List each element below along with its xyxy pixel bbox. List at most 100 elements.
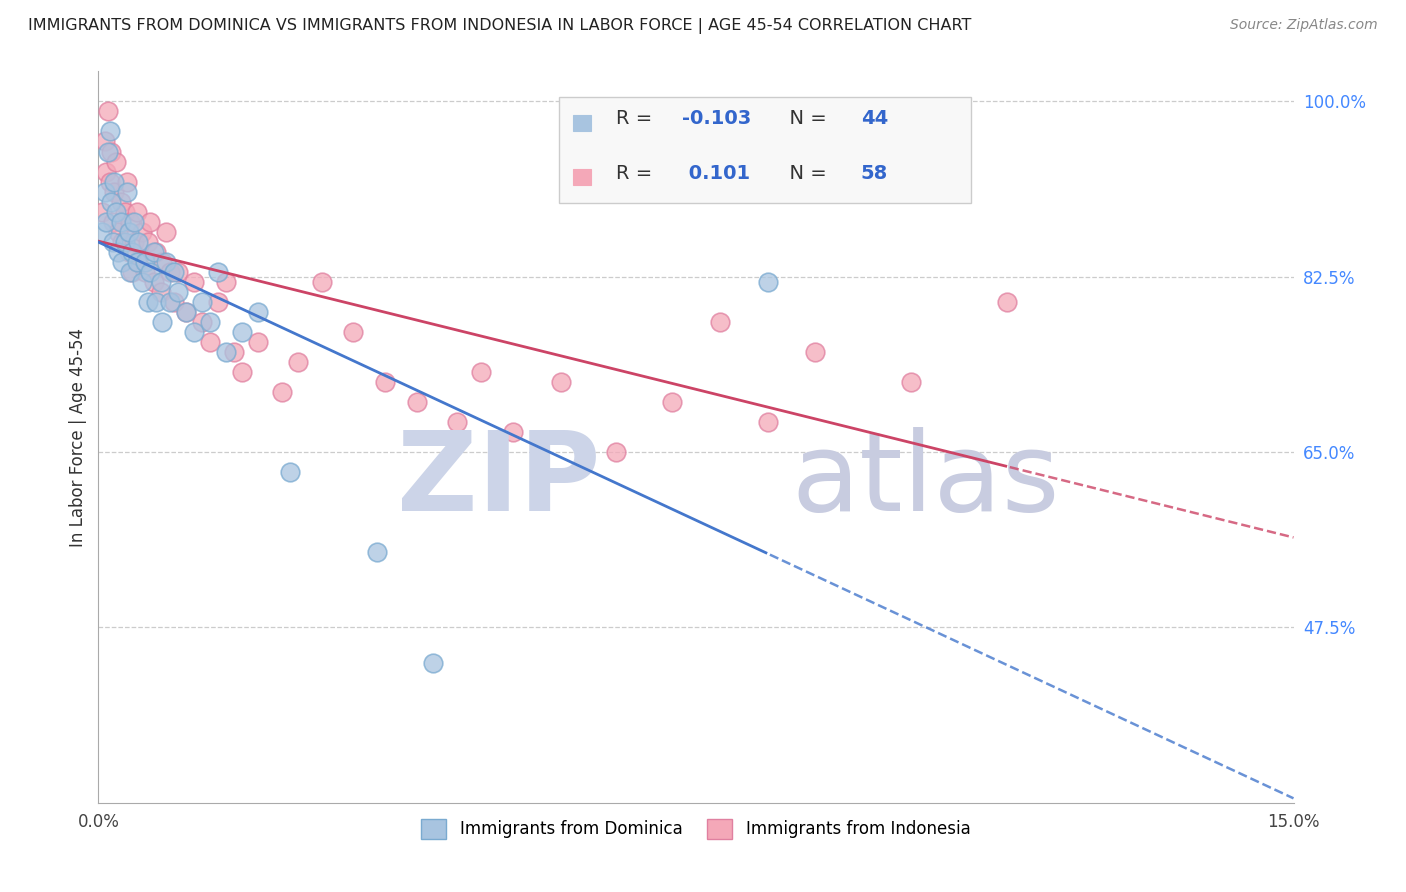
Text: 58: 58 [860,164,889,183]
Point [422,656,444,670]
Point [231,325,253,339]
Point [406,395,429,409]
Point [118,225,141,239]
Point [311,275,333,289]
Point [207,294,229,309]
Point [550,375,572,389]
Point [115,185,138,199]
Point [121,265,143,279]
Point [167,265,190,279]
Point [125,254,148,268]
Point [174,305,197,319]
Bar [572,169,592,186]
Point [100,145,122,159]
FancyBboxPatch shape [558,97,972,203]
Point [94,135,117,149]
Text: atlas: atlas [792,427,1060,534]
Point [145,244,167,259]
Point [136,235,159,249]
Point [131,275,153,289]
Point [120,265,142,279]
Point [136,294,159,309]
Text: ZIP: ZIP [396,427,600,534]
Point [124,214,146,228]
Point [207,265,229,279]
Point [756,415,779,429]
Point [900,375,922,389]
Text: 44: 44 [860,110,889,128]
Point [366,545,388,559]
Point [150,315,173,329]
Point [134,254,156,268]
Point [446,415,468,429]
Point [198,315,221,329]
Point [127,235,149,249]
Point [342,325,364,339]
Point [110,194,132,209]
Point [125,204,148,219]
Point [149,275,172,289]
Point [150,254,173,268]
Point [103,175,125,189]
Legend: Immigrants from Dominica, Immigrants from Indonesia: Immigrants from Dominica, Immigrants fro… [415,812,977,846]
Point [107,225,129,239]
Point [995,294,1018,309]
Point [134,265,156,279]
Point [191,294,214,309]
Point [143,244,166,259]
Point [246,334,269,349]
Point [159,294,181,309]
Point [709,315,731,329]
Text: N =: N = [778,164,834,183]
Point [804,345,827,359]
Point [96,214,118,228]
Point [155,225,177,239]
Point [155,254,177,268]
Point [98,175,121,189]
Point [100,194,122,209]
Text: -0.103: -0.103 [682,110,751,128]
Point [121,244,143,259]
Y-axis label: In Labor Force | Age 45-54: In Labor Force | Age 45-54 [69,327,87,547]
Text: R =: R = [616,164,658,183]
Point [124,235,146,249]
Point [91,204,114,219]
Point [191,315,214,329]
Point [246,305,269,319]
Point [98,124,121,138]
Bar [572,114,592,130]
Text: N =: N = [778,110,834,128]
Point [111,235,134,249]
Point [163,294,186,309]
Point [114,204,136,219]
Point [131,225,153,239]
Point [756,275,779,289]
Point [115,175,138,189]
Point [104,204,127,219]
Point [183,325,205,339]
Point [120,214,142,228]
Text: R =: R = [616,110,658,128]
Point [96,164,118,178]
Point [94,185,117,199]
Point [103,185,125,199]
Point [278,465,301,479]
Point [143,275,166,289]
Point [114,235,136,249]
Point [110,214,132,228]
Point [97,104,120,119]
Text: Source: ZipAtlas.com: Source: ZipAtlas.com [1230,18,1378,32]
Point [183,275,205,289]
Point [215,275,238,289]
Text: IMMIGRANTS FROM DOMINICA VS IMMIGRANTS FROM INDONESIA IN LABOR FORCE | AGE 45-54: IMMIGRANTS FROM DOMINICA VS IMMIGRANTS F… [28,18,972,34]
Point [139,265,162,279]
Point [470,365,492,379]
Point [270,384,292,399]
Point [139,214,162,228]
Point [198,334,221,349]
Point [107,244,129,259]
Point [174,305,197,319]
Point [605,445,627,459]
Point [502,425,524,439]
Point [101,235,124,249]
